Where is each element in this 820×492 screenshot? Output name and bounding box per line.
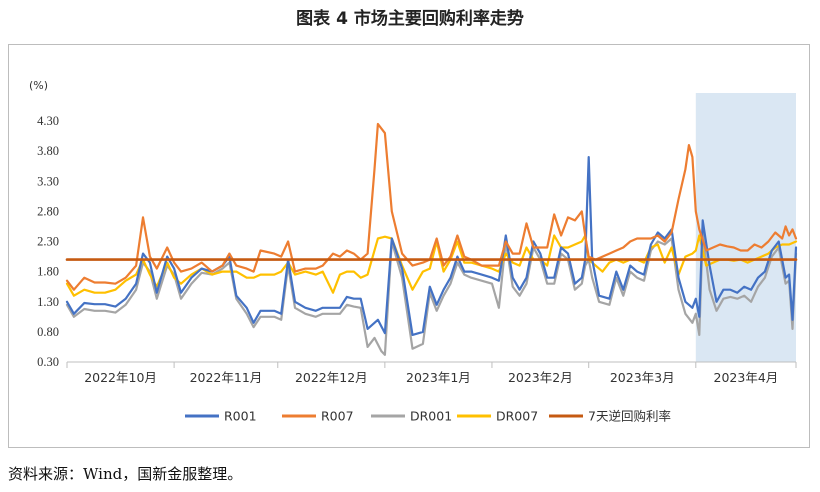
x-tick-label: 2023年2月 <box>508 370 573 385</box>
x-tick-label: 2023年3月 <box>610 370 675 385</box>
chart-title: 图表 4 市场主要回购利率走势 <box>296 9 524 29</box>
x-tick-label: 2023年4月 <box>714 370 779 385</box>
y-tick-label: 3.80 <box>37 144 59 158</box>
y-unit-label: (%) <box>29 79 48 92</box>
series-line-dr007 <box>65 234 798 297</box>
chart-frame: (%) 4.30 3.80 3.30 2.80 2.30 1.80 1.30 0.80 0.30 2… <box>8 44 810 448</box>
series-line-r007 <box>65 122 798 291</box>
y-tick-label: 2.80 <box>37 204 59 218</box>
y-tick-label: 4.30 <box>37 114 59 128</box>
legend-label-dr001: DR001 <box>410 409 452 424</box>
y-tick-label: 2.30 <box>37 235 59 249</box>
line-chart: (%) 4.30 3.80 3.30 2.80 2.30 1.80 1.30 0.80 0.30 2… <box>29 79 798 424</box>
y-tick-label: 3.30 <box>37 174 59 188</box>
x-tick-label: 2022年12月 <box>295 370 368 385</box>
series-line-r001 <box>65 155 798 336</box>
legend-label-r007: R007 <box>321 409 354 424</box>
x-tick-label: 2022年10月 <box>84 370 157 385</box>
legend-label-r001: R001 <box>224 409 257 424</box>
y-tick-label: 1.30 <box>37 295 59 309</box>
source-note: 资料来源：Wind，国新金服整理。 <box>8 465 243 483</box>
y-tick-label: 0.30 <box>37 355 59 369</box>
legend-label-dr007: DR007 <box>496 409 538 424</box>
y-tick-label: 1.80 <box>37 265 59 279</box>
legend-label-reverse_repo: 7天逆回购利率 <box>588 409 671 424</box>
x-tick-label: 2022年11月 <box>190 370 263 385</box>
series-line-dr001 <box>65 231 798 356</box>
y-tick-label: 0.80 <box>37 325 59 339</box>
x-tick-label: 2023年1月 <box>406 370 471 385</box>
highlight-band <box>695 93 796 362</box>
